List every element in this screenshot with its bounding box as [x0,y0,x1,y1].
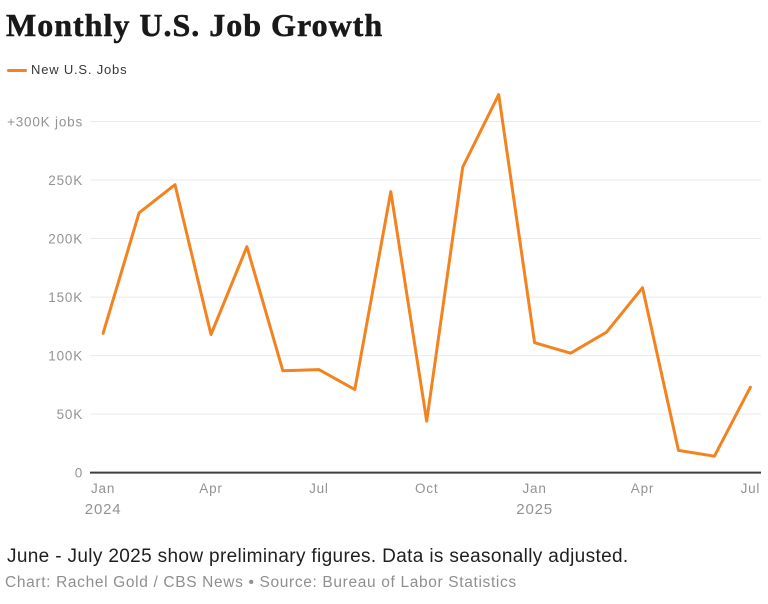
svg-text:200K: 200K [48,231,83,246]
svg-text:0: 0 [75,465,83,480]
svg-text:2025: 2025 [516,501,553,518]
svg-text:150K: 150K [48,290,83,305]
svg-text:100K: 100K [48,348,83,363]
svg-text:Jan: Jan [91,481,115,496]
svg-text:2024: 2024 [85,501,122,518]
svg-text:Jul: Jul [741,481,761,496]
svg-text:250K: 250K [48,173,83,188]
svg-text:Apr: Apr [199,481,222,496]
svg-text:+300K jobs: +300K jobs [7,114,83,129]
svg-text:Jul: Jul [309,481,329,496]
svg-text:Apr: Apr [631,481,654,496]
svg-text:50K: 50K [57,407,83,422]
svg-text:Jan: Jan [523,481,547,496]
svg-text:Oct: Oct [415,481,438,496]
